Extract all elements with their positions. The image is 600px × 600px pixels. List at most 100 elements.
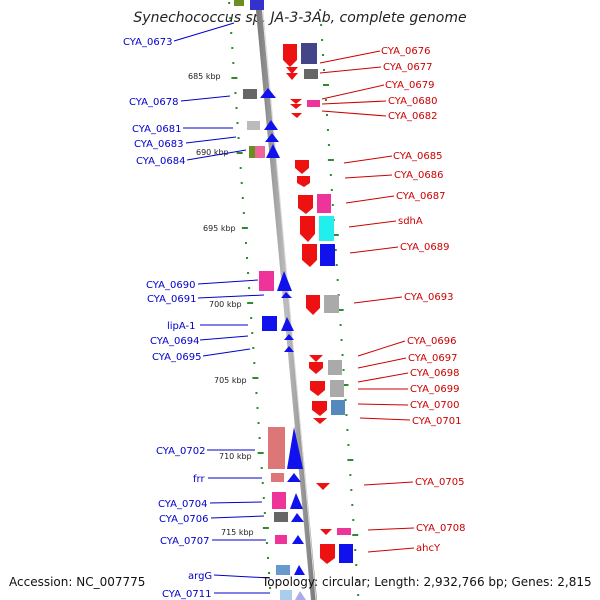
gene-label[interactable]: CYA_0702 <box>156 446 205 457</box>
scale-tick <box>325 114 328 116</box>
scale-tick <box>334 249 337 251</box>
scale-tick <box>239 167 242 169</box>
gene-label[interactable]: CYA_0682 <box>388 111 437 122</box>
kbp-label: 700 kbp <box>209 300 242 309</box>
gene-label[interactable]: CYA_0684 <box>136 156 185 167</box>
kbp-label: 685 kbp <box>188 72 221 81</box>
scale-tick <box>228 2 231 4</box>
gene-label[interactable]: sdhA <box>398 216 423 227</box>
scale-tick <box>257 452 264 454</box>
gene-label[interactable]: CYA_0687 <box>396 191 445 202</box>
scale-tick <box>245 257 248 259</box>
scale-tick <box>342 384 349 386</box>
gene-glyphs-left <box>234 0 306 600</box>
scale-tick <box>320 24 323 26</box>
gene-label[interactable]: CYA_0677 <box>383 62 432 73</box>
scale-tick <box>331 204 334 206</box>
gene-label[interactable]: CYA_0690 <box>146 280 195 291</box>
gene-label[interactable]: CYA_0706 <box>159 514 208 525</box>
scale-tick <box>357 594 360 596</box>
gene-label[interactable]: CYA_0681 <box>132 124 181 135</box>
gene-label[interactable]: argG <box>188 571 212 582</box>
scale-tick <box>266 557 269 559</box>
gene-label[interactable]: CYA_0680 <box>388 96 437 107</box>
gene-label[interactable]: CYA_0696 <box>407 336 456 347</box>
scale-tick <box>341 354 344 356</box>
scale-tick <box>339 324 342 326</box>
gene-label[interactable]: lipA-1 <box>167 321 196 332</box>
gene-label[interactable]: CYA_0683 <box>134 139 183 150</box>
topology-text: Topology: circular; Length: 2,932,766 bp… <box>262 575 592 589</box>
scale-tick <box>326 129 329 131</box>
scale-tick <box>237 137 240 139</box>
scale-tick <box>241 227 248 229</box>
gene-label[interactable]: CYA_0689 <box>400 242 449 253</box>
scale-tick <box>240 182 243 184</box>
scale-tick <box>257 422 260 424</box>
scale-tick <box>232 62 235 64</box>
gene-label[interactable]: CYA_0698 <box>410 368 459 379</box>
scale-tick <box>247 302 254 304</box>
gene-label[interactable]: frr <box>193 474 205 485</box>
scale-tick <box>354 549 357 551</box>
gene-label[interactable]: CYA_0676 <box>381 46 430 57</box>
scale-tick <box>319 9 322 11</box>
gene-label[interactable]: CYA_0697 <box>408 353 457 364</box>
gene-label[interactable]: CYA_0693 <box>404 292 453 303</box>
kbp-label: 710 kbp <box>219 452 252 461</box>
scale-tick <box>324 99 327 101</box>
scale-tick <box>323 84 330 86</box>
gene-label[interactable]: CYA_0673 <box>123 37 172 48</box>
scale-tick <box>256 407 259 409</box>
scale-tick <box>258 437 261 439</box>
gene-label[interactable]: CYA_0679 <box>385 80 434 91</box>
scale-tick <box>248 287 251 289</box>
scale-tick <box>351 504 354 506</box>
scale-tick <box>330 189 333 191</box>
scale-tick <box>342 369 345 371</box>
scale-tick <box>230 32 233 34</box>
scale-tick <box>236 122 239 124</box>
scale-tick <box>253 362 256 364</box>
gene-label[interactable]: CYA_0686 <box>394 170 443 181</box>
gene-label[interactable]: CYA_0700 <box>410 400 459 411</box>
scale-tick <box>327 144 330 146</box>
scale-tick <box>336 279 339 281</box>
gene-label[interactable]: CYA_0704 <box>158 499 207 510</box>
gene-label[interactable]: CYA_0711 <box>162 589 211 600</box>
scale-tick <box>236 152 243 154</box>
gene-label[interactable]: CYA_0707 <box>160 536 209 547</box>
scale-tick <box>251 332 254 334</box>
scale-tick <box>241 197 244 199</box>
scale-tick <box>345 414 348 416</box>
gene-label[interactable]: CYA_0701 <box>412 416 461 427</box>
gene-label[interactable]: CYA_0678 <box>129 97 178 108</box>
kbp-label: 690 kbp <box>196 148 229 157</box>
gene-label[interactable]: ahcY <box>416 543 441 554</box>
gene-label[interactable]: CYA_0695 <box>152 352 201 363</box>
scale-tick <box>262 497 265 499</box>
gene-label[interactable]: CYA_0708 <box>416 523 465 534</box>
scale-tick <box>352 534 359 536</box>
scale-tick <box>265 542 268 544</box>
scale-tick <box>252 377 259 379</box>
scale-tick <box>247 272 250 274</box>
scale-tick <box>250 317 253 319</box>
scale-tick <box>269 587 272 589</box>
scale-tick <box>234 92 237 94</box>
scale-tick <box>332 234 339 236</box>
gene-label[interactable]: CYA_0705 <box>415 477 464 488</box>
genome-title: Synechococcus sp. JA-3-3Ab, complete gen… <box>133 10 467 26</box>
scale-tick <box>349 474 352 476</box>
gene-label[interactable]: CYA_0685 <box>393 151 442 162</box>
gene-label[interactable]: CYA_0694 <box>150 336 199 347</box>
genome-backbone <box>255 0 317 600</box>
scale-tick <box>337 309 344 311</box>
scale-tick <box>255 392 258 394</box>
scale-tick <box>321 39 324 41</box>
scale-tick <box>347 459 354 461</box>
scale-tick <box>242 212 245 214</box>
gene-label[interactable]: CYA_0699 <box>410 384 459 395</box>
gene-label[interactable]: CYA_0691 <box>147 294 196 305</box>
scale-tick <box>355 564 358 566</box>
